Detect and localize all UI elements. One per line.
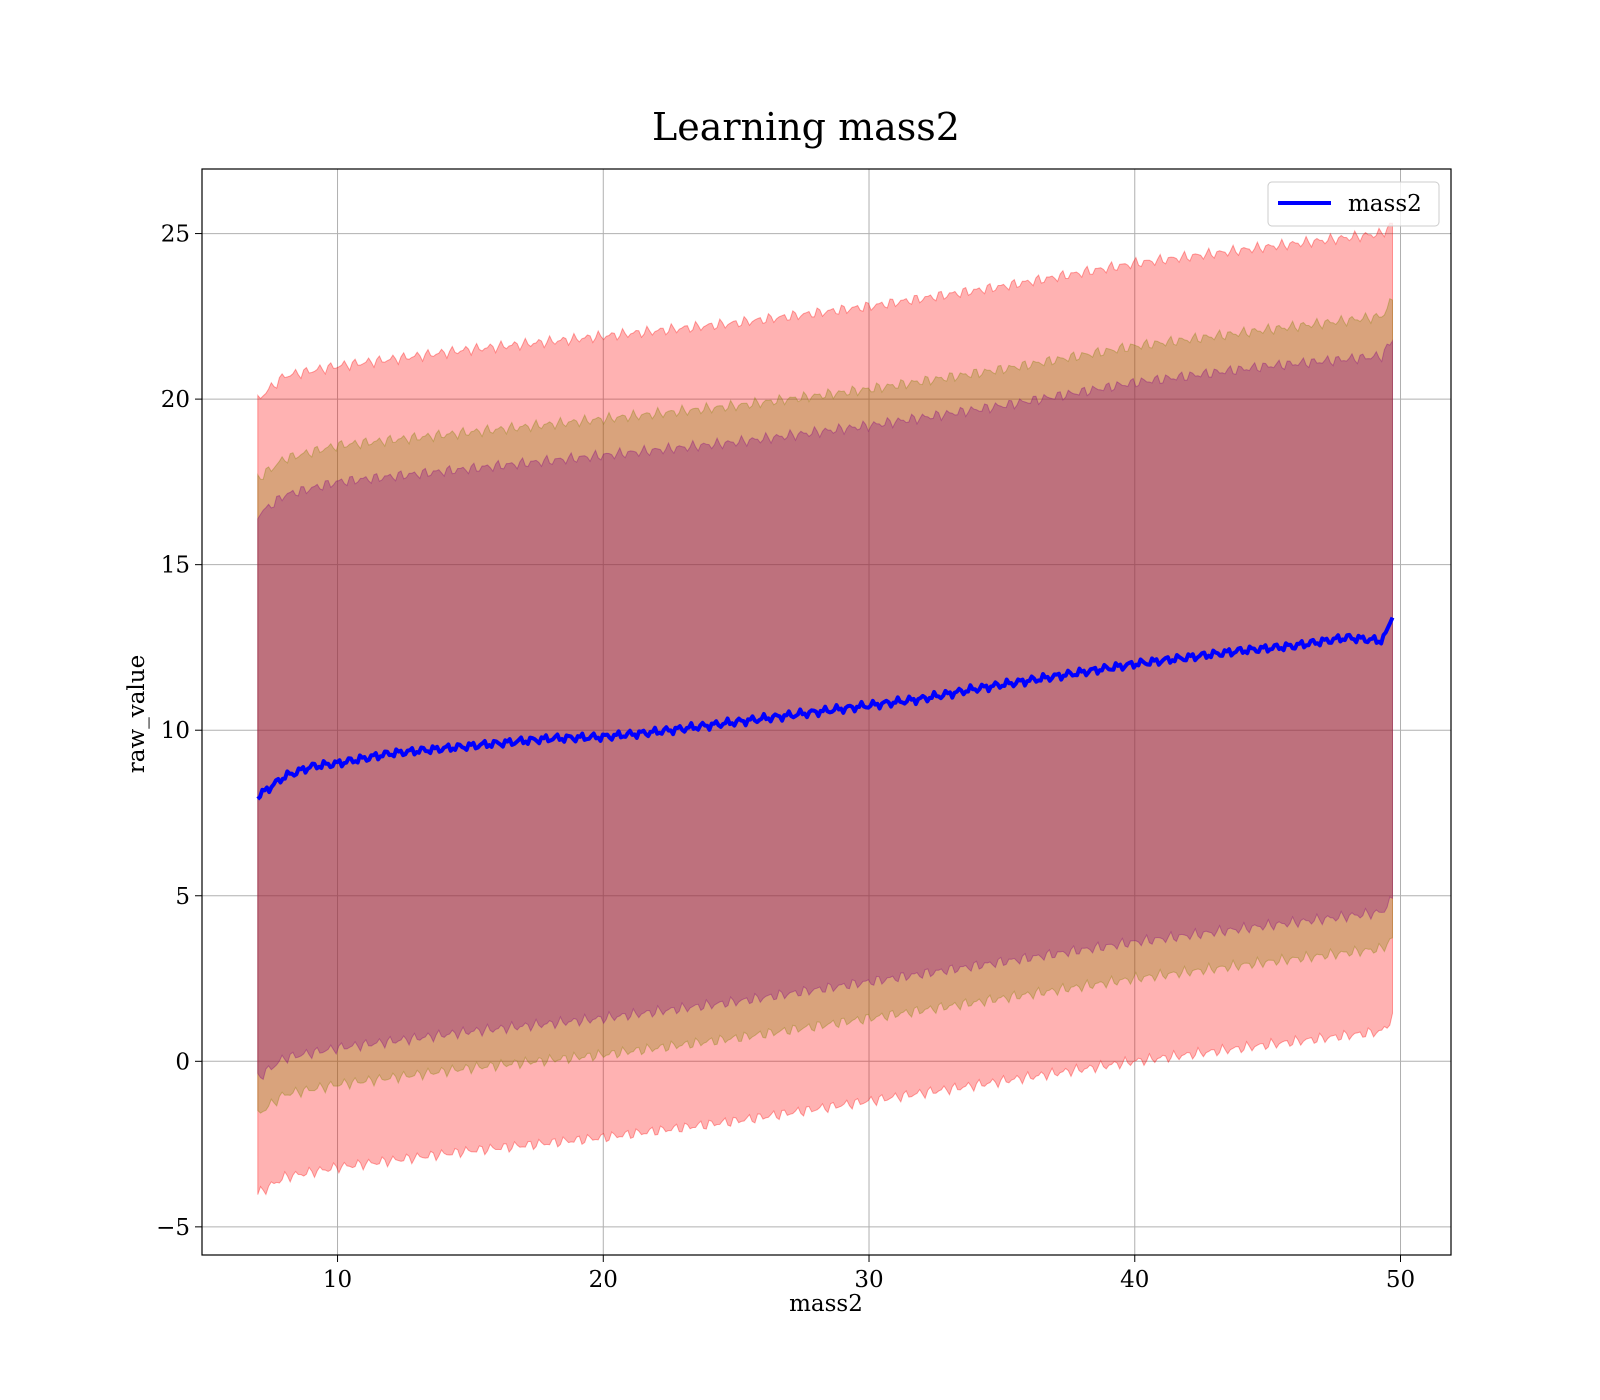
x-tick-label-1: 20	[589, 1267, 618, 1293]
x-tick-label-0: 10	[323, 1267, 352, 1293]
legend-box	[1267, 181, 1440, 227]
y-tick-label-5: 20	[161, 387, 190, 413]
y-tick-label-1: 0	[175, 1049, 190, 1075]
x-axis-label: mass2	[789, 1291, 863, 1317]
series-line-mass2	[256, 616, 1395, 801]
x-tick-label-4: 50	[1386, 1267, 1415, 1293]
plot-area: 10 20 30 40 50 −5 0 5 10 15 20 25	[156, 168, 1452, 1293]
x-tick-label-3: 40	[1120, 1267, 1149, 1293]
legend: mass2	[1267, 181, 1440, 227]
y-tick-label-6: 25	[161, 222, 190, 248]
y-tick-label-4: 15	[161, 553, 190, 579]
axes-frame	[201, 168, 1452, 1256]
x-tick-label-2: 30	[854, 1267, 883, 1293]
legend-label-mass2: mass2	[1348, 191, 1422, 217]
y-tick-label-3: 10	[161, 718, 190, 744]
y-axis-label: raw_value	[124, 655, 150, 773]
y-tick-label-0: −5	[156, 1215, 190, 1241]
chart-title: Learning mass2	[652, 105, 960, 149]
y-tick-label-2: 5	[175, 884, 190, 910]
